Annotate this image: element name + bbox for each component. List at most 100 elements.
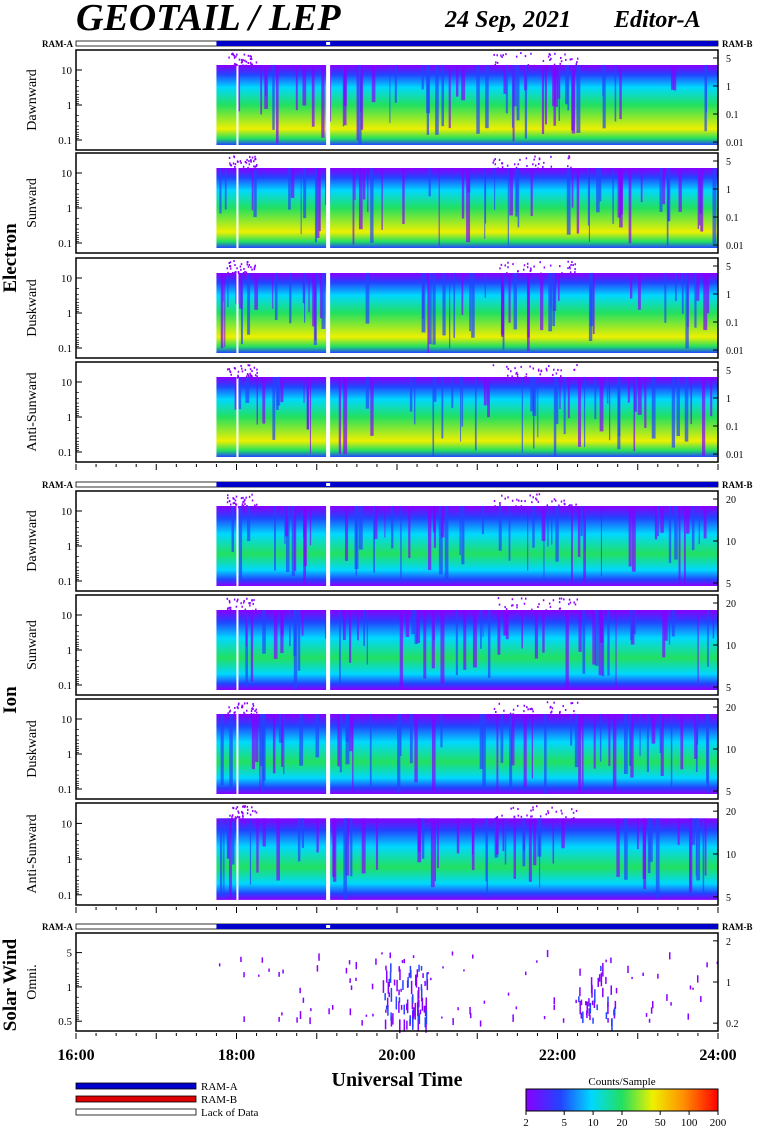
sparse-count [244, 608, 247, 611]
panel-duskward: 10 1 0.1 5 1 0.1 0.01 Duskward [25, 257, 744, 359]
spectrogram-stripe [703, 506, 707, 539]
spectrogram-stripe [619, 168, 623, 228]
sparse-count [236, 598, 239, 601]
spectrogram-stripe [245, 610, 248, 687]
sparse-count [232, 52, 234, 55]
spectrogram-stripe [689, 818, 693, 893]
sparse-count [574, 603, 577, 606]
sparse-count [253, 267, 256, 270]
sparse-count [511, 598, 514, 601]
spectrogram-stripe [345, 818, 350, 876]
sparse-count [227, 272, 229, 275]
spectrogram-stripe [509, 168, 513, 216]
spectrogram-stripe [523, 714, 527, 788]
spectrogram-stripe [469, 273, 472, 332]
spectrogram-stripe [555, 377, 559, 425]
sparse-count [542, 599, 545, 602]
panel-label: Anti-Sunward [25, 372, 40, 451]
spectrogram-stripe [634, 377, 638, 412]
sparse-count [243, 53, 246, 56]
sparse-count [555, 372, 558, 375]
sw-count [585, 1001, 587, 1006]
x-tick-label: 20:00 [378, 1047, 415, 1064]
sparse-count [531, 815, 533, 818]
sparse-count [242, 501, 244, 504]
spectrogram-stripe [687, 273, 689, 328]
sparse-count [576, 598, 579, 601]
sparse-count [231, 817, 233, 820]
sparse-count [500, 54, 502, 57]
sparse-count [543, 168, 545, 171]
spectrogram-stripe [339, 610, 341, 683]
sparse-count [510, 370, 512, 373]
sw-count [401, 960, 404, 963]
colorbar-ticks: 2 5 10 20 50 100 200 [523, 1111, 727, 1128]
sparse-count [228, 599, 231, 602]
right-tick-label: 0.01 [726, 450, 744, 461]
group-electron: RAM-A RAM-B 10 1 0.1 5 1 0.1 0.01 Dawnward 10 1 0.1 5… [0, 39, 753, 463]
sparse-count [227, 712, 229, 715]
spectrogram-stripe [360, 65, 364, 130]
sw-count [349, 978, 351, 983]
sparse-count [512, 263, 514, 266]
sw-count [419, 1009, 422, 1015]
spectrogram-stripe [637, 377, 642, 415]
spectrogram-stripe [272, 273, 274, 309]
sparse-count [527, 708, 529, 711]
spectrogram-stripe [552, 818, 555, 864]
spectrogram-stripe [423, 610, 427, 679]
sparse-count [516, 376, 519, 379]
right-tick-label: 5 [726, 683, 731, 694]
sparse-count [545, 609, 547, 612]
spectrogram-stripe [558, 65, 560, 121]
sw-count [412, 955, 415, 959]
sparse-count [238, 58, 241, 61]
data-gap [326, 51, 331, 149]
sw-count [692, 987, 694, 990]
spectrogram-stripe [694, 273, 697, 328]
spectrogram-stripe [660, 714, 664, 777]
sparse-count [550, 710, 553, 713]
spectrogram-stripe [456, 65, 459, 97]
sparse-count [512, 713, 514, 716]
sparse-count [517, 163, 519, 166]
sw-count [627, 965, 629, 974]
sw-count [597, 977, 599, 987]
spectrogram-stripe [358, 506, 363, 550]
spectrogram-stripe [274, 273, 278, 321]
sw-count [261, 957, 264, 963]
sparse-count [501, 814, 503, 817]
sparse-count [524, 55, 527, 58]
spectrogram-stripe [551, 506, 553, 545]
spectrogram-stripe [555, 506, 559, 562]
spectrogram-stripe [440, 714, 443, 748]
sparse-count [546, 504, 549, 507]
sparse-count [251, 599, 253, 602]
spectrogram-stripe [587, 168, 590, 226]
spectrogram-stripe [705, 65, 707, 113]
sparse-count [531, 608, 533, 611]
sparse-count [576, 61, 578, 64]
sw-count [515, 1006, 518, 1010]
sparse-count [499, 502, 501, 505]
sparse-count [228, 606, 231, 609]
ram-label-left: RAM-A [42, 39, 73, 49]
sparse-count [570, 702, 572, 705]
sw-count [345, 967, 348, 974]
y-tick-label: 1 [67, 203, 73, 215]
sparse-count [512, 604, 514, 607]
spectrogram-stripe [365, 273, 370, 324]
y-tick-label: 10 [61, 818, 73, 830]
spectrogram-stripe [487, 377, 490, 418]
spectrogram-stripe [394, 65, 397, 103]
spectrogram-stripe [414, 610, 418, 645]
sparse-count [252, 714, 254, 717]
spectrogram-stripe [431, 610, 435, 669]
spectrogram-stripe [550, 273, 552, 309]
sparse-count [493, 53, 495, 56]
spectrogram-stripe [571, 506, 573, 583]
sw-count [398, 966, 400, 972]
sparse-count [229, 163, 232, 166]
sw-count [408, 972, 411, 978]
sparse-count [550, 705, 552, 708]
